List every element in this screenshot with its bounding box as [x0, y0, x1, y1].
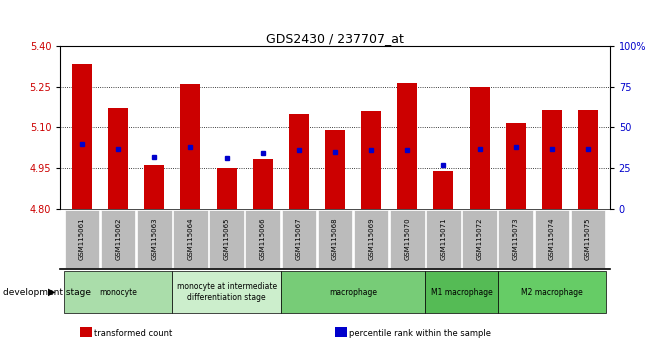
Bar	[253, 159, 273, 209]
Bar	[289, 114, 309, 209]
FancyBboxPatch shape	[571, 210, 606, 268]
FancyBboxPatch shape	[64, 271, 172, 313]
Text: monocyte: monocyte	[99, 287, 137, 297]
FancyBboxPatch shape	[100, 210, 135, 268]
Text: GSM115071: GSM115071	[440, 218, 446, 260]
FancyBboxPatch shape	[354, 210, 389, 268]
FancyBboxPatch shape	[425, 271, 498, 313]
Text: GSM115062: GSM115062	[115, 218, 121, 260]
Text: GSM115066: GSM115066	[260, 218, 266, 260]
Bar	[397, 83, 417, 209]
Text: percentile rank within the sample: percentile rank within the sample	[349, 329, 491, 338]
Text: M1 macrophage: M1 macrophage	[431, 287, 492, 297]
FancyBboxPatch shape	[498, 210, 533, 268]
FancyBboxPatch shape	[535, 210, 570, 268]
Bar	[144, 165, 164, 209]
Text: development stage: development stage	[3, 287, 91, 297]
FancyBboxPatch shape	[462, 210, 497, 268]
Bar	[325, 130, 345, 209]
FancyBboxPatch shape	[390, 210, 425, 268]
FancyBboxPatch shape	[173, 210, 208, 268]
Bar	[180, 84, 200, 209]
Bar	[108, 108, 128, 209]
Bar	[433, 171, 454, 209]
FancyBboxPatch shape	[281, 271, 425, 313]
Bar	[542, 110, 562, 209]
FancyBboxPatch shape	[172, 271, 281, 313]
Text: GSM115075: GSM115075	[585, 218, 591, 260]
Text: ▶: ▶	[48, 287, 56, 297]
Text: M2 macrophage: M2 macrophage	[521, 287, 583, 297]
FancyBboxPatch shape	[137, 210, 172, 268]
Bar	[470, 87, 490, 209]
FancyBboxPatch shape	[498, 271, 606, 313]
Bar	[72, 64, 92, 209]
Text: monocyte at intermediate
differentiation stage: monocyte at intermediate differentiation…	[176, 282, 277, 302]
FancyBboxPatch shape	[245, 210, 280, 268]
FancyBboxPatch shape	[318, 210, 352, 268]
Bar	[361, 111, 381, 209]
Text: GSM115070: GSM115070	[404, 218, 410, 260]
Title: GDS2430 / 237707_at: GDS2430 / 237707_at	[266, 32, 404, 45]
FancyBboxPatch shape	[281, 210, 316, 268]
Text: GSM115074: GSM115074	[549, 218, 555, 260]
Bar	[578, 110, 598, 209]
FancyBboxPatch shape	[209, 210, 244, 268]
Text: GSM115067: GSM115067	[296, 218, 302, 260]
Text: macrophage: macrophage	[329, 287, 377, 297]
FancyBboxPatch shape	[426, 210, 461, 268]
Text: GSM115064: GSM115064	[188, 218, 194, 260]
Bar	[216, 168, 237, 209]
Bar	[506, 124, 526, 209]
Text: GSM115061: GSM115061	[79, 218, 85, 260]
Text: GSM115065: GSM115065	[224, 218, 230, 260]
Text: GSM115073: GSM115073	[513, 218, 519, 260]
Text: GSM115063: GSM115063	[151, 218, 157, 260]
Text: GSM115069: GSM115069	[368, 218, 374, 260]
Text: GSM115072: GSM115072	[476, 218, 482, 260]
Text: transformed count: transformed count	[94, 329, 173, 338]
Text: GSM115068: GSM115068	[332, 218, 338, 260]
FancyBboxPatch shape	[64, 210, 99, 268]
